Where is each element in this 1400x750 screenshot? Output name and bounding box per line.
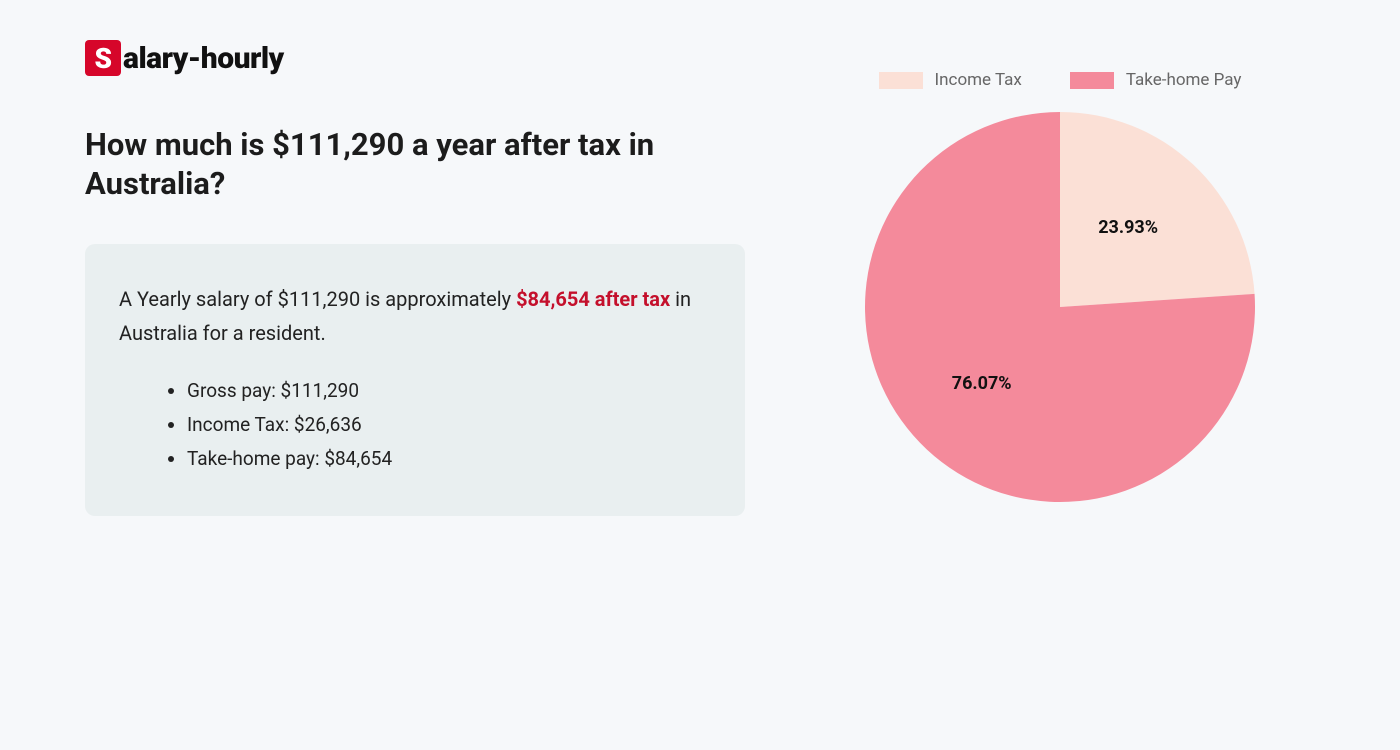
summary-lead-1: A Yearly salary of $111,290 is approxima…	[119, 287, 516, 311]
legend-item-take-home: Take-home Pay	[1070, 70, 1242, 90]
logo-badge: S	[85, 40, 121, 76]
slice-label-take-home: 76.07%	[952, 373, 1012, 394]
logo-text: alary-hourly	[123, 41, 284, 76]
pie-chart: 23.93% 76.07%	[865, 112, 1255, 502]
pie-svg	[865, 112, 1255, 502]
summary-sentence: A Yearly salary of $111,290 is approxima…	[119, 282, 711, 350]
legend-label: Take-home Pay	[1126, 70, 1242, 90]
summary-card: A Yearly salary of $111,290 is approxima…	[85, 244, 745, 517]
breakdown-list: Gross pay: $111,290 Income Tax: $26,636 …	[119, 374, 711, 477]
chart-legend: Income Tax Take-home Pay	[879, 70, 1242, 90]
legend-item-income-tax: Income Tax	[879, 70, 1022, 90]
summary-highlight: $84,654 after tax	[516, 287, 670, 311]
list-item: Take-home pay: $84,654	[187, 442, 711, 476]
page-title: How much is $111,290 a year after tax in…	[85, 126, 745, 204]
legend-swatch	[1070, 72, 1114, 89]
list-item: Gross pay: $111,290	[187, 374, 711, 408]
site-logo: Salary-hourly	[85, 40, 745, 76]
legend-swatch	[879, 72, 923, 89]
legend-label: Income Tax	[935, 70, 1022, 90]
list-item: Income Tax: $26,636	[187, 408, 711, 442]
slice-label-income-tax: 23.93%	[1098, 217, 1158, 238]
